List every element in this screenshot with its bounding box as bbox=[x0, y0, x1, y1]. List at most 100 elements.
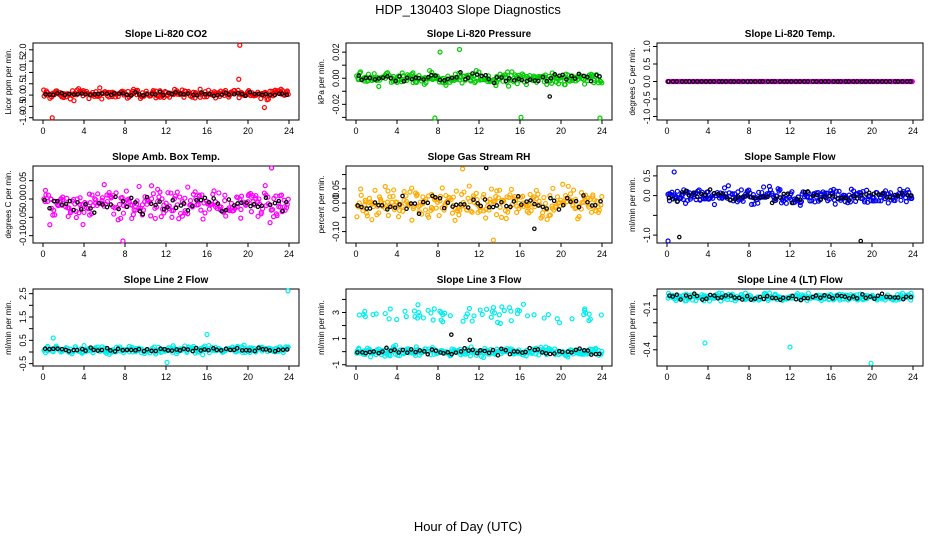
y-tick-label: 1 bbox=[331, 336, 341, 341]
mean-point bbox=[170, 197, 176, 203]
mean-point bbox=[104, 91, 110, 96]
mean-point bbox=[598, 198, 603, 204]
mean-point bbox=[887, 79, 893, 84]
mean-point bbox=[133, 89, 138, 95]
data-point bbox=[410, 70, 416, 76]
mean-point bbox=[867, 294, 873, 299]
mean-point bbox=[735, 194, 741, 199]
mean-point bbox=[814, 192, 820, 198]
data-point bbox=[56, 202, 62, 209]
outlier-point bbox=[120, 238, 126, 244]
mean-point bbox=[503, 78, 509, 84]
mean-point bbox=[441, 205, 447, 211]
mean-point bbox=[356, 73, 362, 79]
mean-point bbox=[720, 191, 725, 196]
data-point bbox=[494, 319, 501, 325]
mean-point bbox=[50, 92, 56, 98]
data-point bbox=[267, 220, 273, 226]
mean-point bbox=[384, 345, 389, 351]
outlier-point bbox=[164, 359, 170, 366]
data-point bbox=[527, 191, 533, 198]
mean-point bbox=[552, 72, 558, 77]
mean-point bbox=[421, 349, 427, 354]
x-tick-label: 4 bbox=[705, 126, 710, 136]
data-point bbox=[396, 207, 403, 214]
mean-point bbox=[491, 80, 497, 86]
data-point bbox=[509, 69, 515, 75]
data-point bbox=[443, 82, 449, 88]
mean-point bbox=[219, 208, 224, 214]
data-point bbox=[499, 304, 505, 310]
mean-point bbox=[551, 198, 557, 204]
mean-point bbox=[524, 199, 529, 204]
mean-point bbox=[243, 93, 248, 99]
mean-point bbox=[687, 294, 693, 300]
mean-point bbox=[140, 211, 146, 217]
mean-point bbox=[752, 196, 758, 201]
mean-point bbox=[255, 204, 261, 210]
mean-point bbox=[437, 195, 443, 201]
mean-point bbox=[699, 79, 704, 84]
data-point bbox=[387, 306, 393, 312]
mean-point bbox=[137, 92, 142, 97]
y-tick-label: 0.0 bbox=[18, 89, 28, 102]
y-tick-label: 0.5 bbox=[18, 334, 28, 347]
panel-title: Slope Gas Stream RH bbox=[428, 152, 531, 163]
data-point bbox=[535, 191, 541, 197]
mean-point bbox=[707, 292, 713, 298]
data-point bbox=[174, 189, 180, 195]
mean-point bbox=[479, 73, 484, 79]
mean-point bbox=[572, 76, 578, 81]
mean-point bbox=[784, 79, 790, 84]
y-tick-label: 0.5 bbox=[18, 78, 28, 91]
mean-point bbox=[280, 208, 285, 214]
mean-point bbox=[91, 210, 97, 215]
mean-point bbox=[552, 351, 557, 356]
mean-point bbox=[185, 208, 191, 213]
data-point bbox=[382, 310, 388, 317]
mean-point bbox=[388, 75, 394, 81]
mean-point bbox=[462, 202, 467, 207]
mean-point bbox=[908, 79, 913, 84]
data-point bbox=[528, 208, 534, 214]
y-tick-label: 0.5 bbox=[642, 170, 652, 183]
mean-point bbox=[99, 347, 105, 353]
data-point bbox=[520, 193, 526, 199]
mean-point bbox=[909, 193, 914, 198]
mean-point bbox=[486, 76, 492, 82]
mean-point bbox=[863, 295, 869, 301]
mean-point bbox=[367, 75, 373, 81]
mean-point bbox=[465, 205, 471, 210]
mean-point bbox=[835, 196, 840, 201]
data-point bbox=[165, 190, 171, 196]
mean-point bbox=[359, 204, 364, 210]
mean-point bbox=[818, 295, 823, 301]
data-point bbox=[520, 301, 527, 307]
mean-point bbox=[814, 79, 819, 84]
data-point bbox=[419, 211, 425, 217]
x-tick-label: 24 bbox=[284, 126, 294, 136]
x-tick-label: 8 bbox=[122, 249, 127, 259]
data-point bbox=[45, 192, 52, 198]
data-point bbox=[216, 190, 222, 196]
y-axis-label: ml/min per min. bbox=[317, 300, 326, 355]
data-point bbox=[401, 188, 407, 195]
mean-point bbox=[99, 91, 105, 96]
data-point bbox=[488, 186, 495, 192]
data-point bbox=[431, 351, 437, 357]
outlier-point bbox=[518, 114, 524, 120]
scatter-points bbox=[354, 301, 605, 361]
data-point bbox=[80, 221, 86, 228]
data-point bbox=[514, 81, 520, 87]
mean-point bbox=[454, 74, 459, 80]
x-tick-label: 16 bbox=[515, 126, 525, 136]
data-point bbox=[765, 297, 771, 304]
mean-point bbox=[760, 194, 766, 200]
x-tick-label: 4 bbox=[81, 126, 86, 136]
data-point bbox=[433, 205, 439, 211]
mean-point bbox=[666, 195, 672, 201]
y-tick-label: 1.5 bbox=[18, 55, 28, 68]
mean-point bbox=[194, 93, 200, 98]
data-point bbox=[590, 72, 597, 79]
data-point bbox=[190, 89, 196, 95]
